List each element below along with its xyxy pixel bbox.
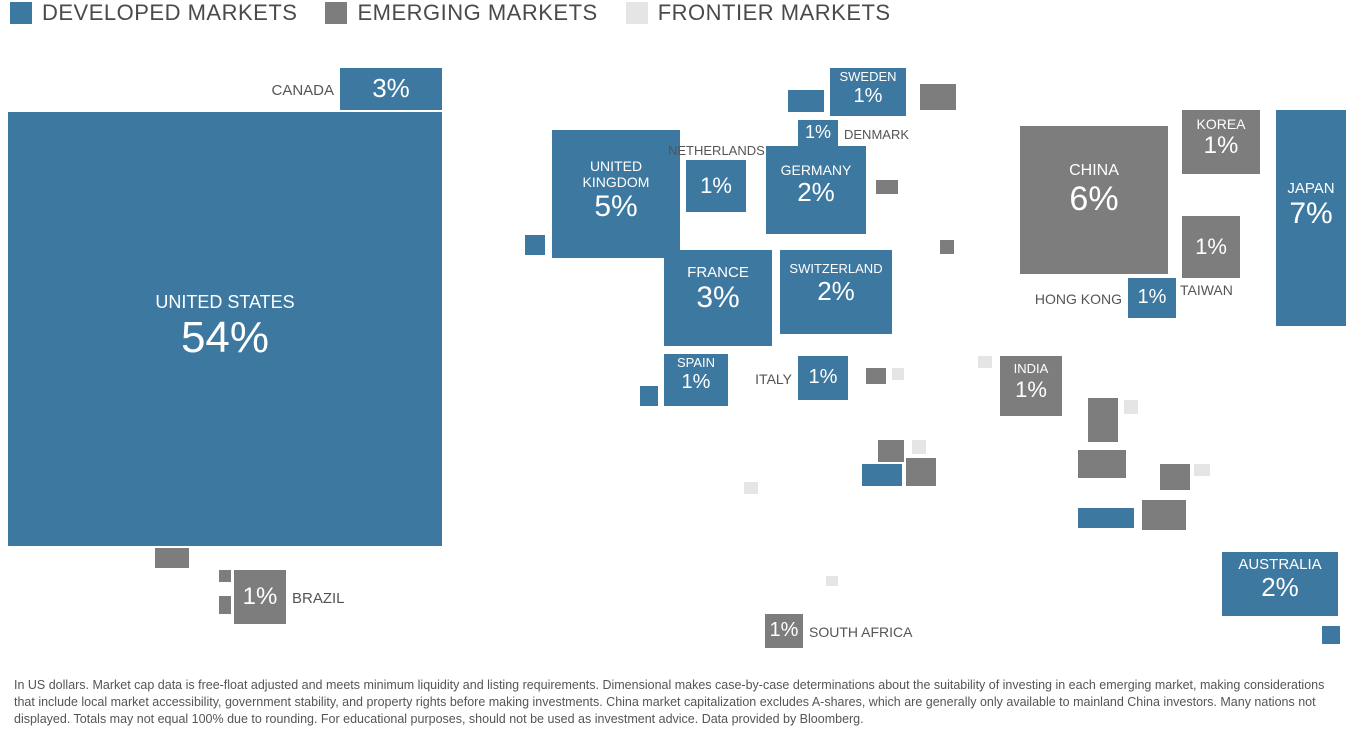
pct-netherlands: 1% (686, 173, 746, 198)
name-brazil: BRAZIL (292, 590, 345, 607)
world-market-canvas: UNITED STATES54% 3% CANADA 1% BRAZIL UNITEDKI… (0, 40, 1353, 668)
legend-label-frontier: FRONTIER MARKETS (658, 0, 891, 26)
block-germany-chip (876, 180, 898, 194)
block-japan: JAPAN7% (1276, 110, 1346, 326)
block-sea-blue1 (1078, 508, 1134, 528)
block-sa-chip (826, 576, 838, 586)
name-south-africa: SOUTH AFRICA (809, 624, 912, 640)
label-united-kingdom: UNITEDKINGDOM5% (552, 158, 680, 225)
block-france: FRANCE3% (664, 250, 772, 346)
block-spain: SPAIN1% (664, 354, 728, 406)
block-canada: 3% (340, 68, 442, 110)
label-australia: AUSTRALIA2% (1222, 556, 1338, 603)
footnote: In US dollars. Market cap data is free-f… (14, 677, 1339, 728)
label-spain: SPAIN1% (664, 356, 728, 394)
block-taiwan: 1% (1182, 216, 1240, 278)
block-italy-chip1 (866, 368, 886, 384)
block-mideast-fr2 (744, 482, 758, 494)
legend-swatch-emerging (325, 2, 347, 24)
block-hong-kong: 1% (1128, 278, 1176, 318)
block-mideast-blue (862, 464, 902, 486)
pct-denmark: 1% (798, 122, 838, 143)
name-italy: ITALY (755, 371, 792, 387)
name-denmark: DENMARK (844, 127, 909, 142)
name-taiwan: TAIWAN (1180, 282, 1233, 298)
label-sweden: SWEDEN1% (830, 70, 906, 108)
label-india: INDIA1% (1000, 362, 1062, 402)
block-brazil-chip1 (219, 570, 231, 582)
legend-swatch-frontier (626, 2, 648, 24)
block-italy: 1% (798, 356, 848, 400)
pct-south-africa: 1% (765, 619, 803, 642)
block-uk-chip (525, 235, 545, 255)
label-switzerland: SWITZERLAND2% (780, 262, 892, 307)
pct-italy: 1% (798, 366, 848, 389)
legend-item-frontier: FRONTIER MARKETS (626, 0, 891, 26)
block-sea-fr2 (1194, 464, 1210, 476)
legend: DEVELOPED MARKETS EMERGING MARKETS FRONT… (10, 0, 891, 26)
block-mexico-chip (155, 548, 189, 568)
legend-swatch-developed (10, 2, 32, 24)
block-korea: KOREA1% (1182, 110, 1260, 174)
label-germany: GERMANY2% (766, 162, 866, 208)
label-france: FRANCE3% (664, 264, 772, 316)
block-india: INDIA1% (1000, 356, 1062, 416)
block-australia: AUSTRALIA2% (1222, 552, 1338, 616)
label-korea: KOREA1% (1182, 116, 1260, 160)
block-sea-grey4 (1142, 500, 1186, 530)
pct-hong-kong: 1% (1128, 286, 1176, 309)
block-sea-grey2 (1078, 450, 1126, 478)
block-sea-fr1 (1124, 400, 1138, 414)
block-china: CHINA6% (1020, 126, 1168, 274)
label-japan: JAPAN7% (1276, 180, 1346, 232)
label-united-states: UNITED STATES54% (8, 292, 442, 363)
block-italy-chip2 (892, 368, 904, 380)
name-canada: CANADA (271, 82, 334, 99)
block-nz-chip (1322, 626, 1340, 644)
label-china: CHINA6% (1020, 162, 1168, 219)
block-spain-chip (640, 386, 658, 406)
block-sweden: SWEDEN1% (830, 68, 906, 116)
block-south-africa: 1% (765, 614, 803, 648)
name-netherlands: NETHERLANDS (668, 143, 765, 158)
block-germany: GERMANY2% (766, 146, 866, 234)
legend-item-emerging: EMERGING MARKETS (325, 0, 597, 26)
block-brazil: 1% (234, 570, 286, 624)
block-brazil-chip2 (219, 596, 231, 614)
block-sea-grey3 (1160, 464, 1190, 490)
legend-item-developed: DEVELOPED MARKETS (10, 0, 297, 26)
block-sea-grey1 (1088, 398, 1118, 442)
pct-brazil: 1% (234, 583, 286, 611)
block-united-states: UNITED STATES54% (8, 112, 442, 546)
block-netherlands: 1% (686, 160, 746, 212)
block-sweden-chip-right (920, 84, 956, 110)
block-sweden-chip-left (788, 90, 824, 112)
block-india-chip (978, 356, 992, 368)
block-mideast-fr1 (912, 440, 926, 454)
block-mideast-grey2 (906, 458, 936, 486)
legend-label-emerging: EMERGING MARKETS (357, 0, 597, 26)
pct-taiwan: 1% (1182, 234, 1240, 259)
block-switzerland: SWITZERLAND2% (780, 250, 892, 334)
legend-label-developed: DEVELOPED MARKETS (42, 0, 297, 26)
block-mideast-grey1 (878, 440, 904, 462)
block-germany-chip2 (940, 240, 954, 254)
block-united-kingdom: UNITEDKINGDOM5% (552, 130, 680, 258)
pct-canada: 3% (340, 74, 442, 104)
block-denmark: 1% (798, 120, 838, 146)
name-hong-kong: HONG KONG (1035, 291, 1122, 307)
